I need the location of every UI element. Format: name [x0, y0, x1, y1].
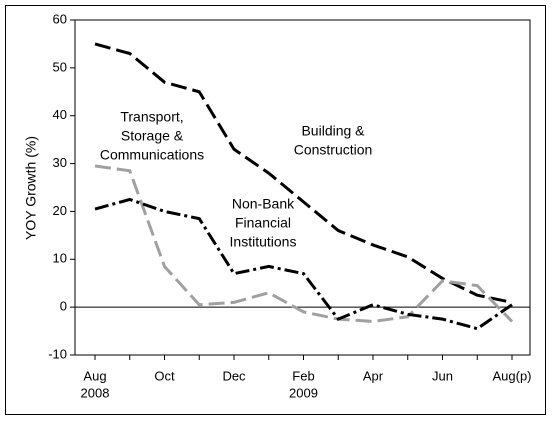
year-label: 2009 — [289, 385, 318, 400]
series-label: Transport, — [120, 109, 183, 125]
y-tick-label: -10 — [48, 346, 67, 361]
series-line — [94, 42, 513, 304]
y-tick-label: 60 — [53, 11, 67, 26]
x-tick-label: Feb — [292, 368, 314, 383]
year-label: 2008 — [81, 385, 110, 400]
series-label: Non-Bank — [232, 196, 295, 212]
x-tick-label: Jun — [432, 368, 453, 383]
series-label: Storage & — [121, 128, 184, 144]
y-axis-label: YOY Growth (%) — [23, 136, 39, 240]
y-tick-label: 20 — [53, 203, 67, 218]
y-tick-label: 40 — [53, 107, 67, 122]
y-tick-label: 10 — [53, 251, 67, 266]
series-line — [94, 197, 513, 331]
x-tick-label: Aug — [83, 368, 106, 383]
series-line — [94, 164, 514, 324]
y-tick-label: 50 — [53, 59, 67, 74]
x-tick-label: Dec — [222, 368, 246, 383]
plot-area — [74, 19, 531, 356]
y-tick-label: 30 — [53, 155, 67, 170]
y-tick-label: 0 — [60, 299, 67, 314]
series-label: Building & — [301, 123, 365, 139]
series-label: Institutions — [230, 234, 297, 250]
x-tick-label: Aug(p) — [492, 368, 531, 383]
x-tick-label: Apr — [363, 368, 384, 383]
x-tick-label: Oct — [154, 368, 175, 383]
series-label: Financial — [235, 215, 291, 231]
series-label: Construction — [294, 142, 373, 158]
series-label: Communications — [100, 147, 204, 163]
